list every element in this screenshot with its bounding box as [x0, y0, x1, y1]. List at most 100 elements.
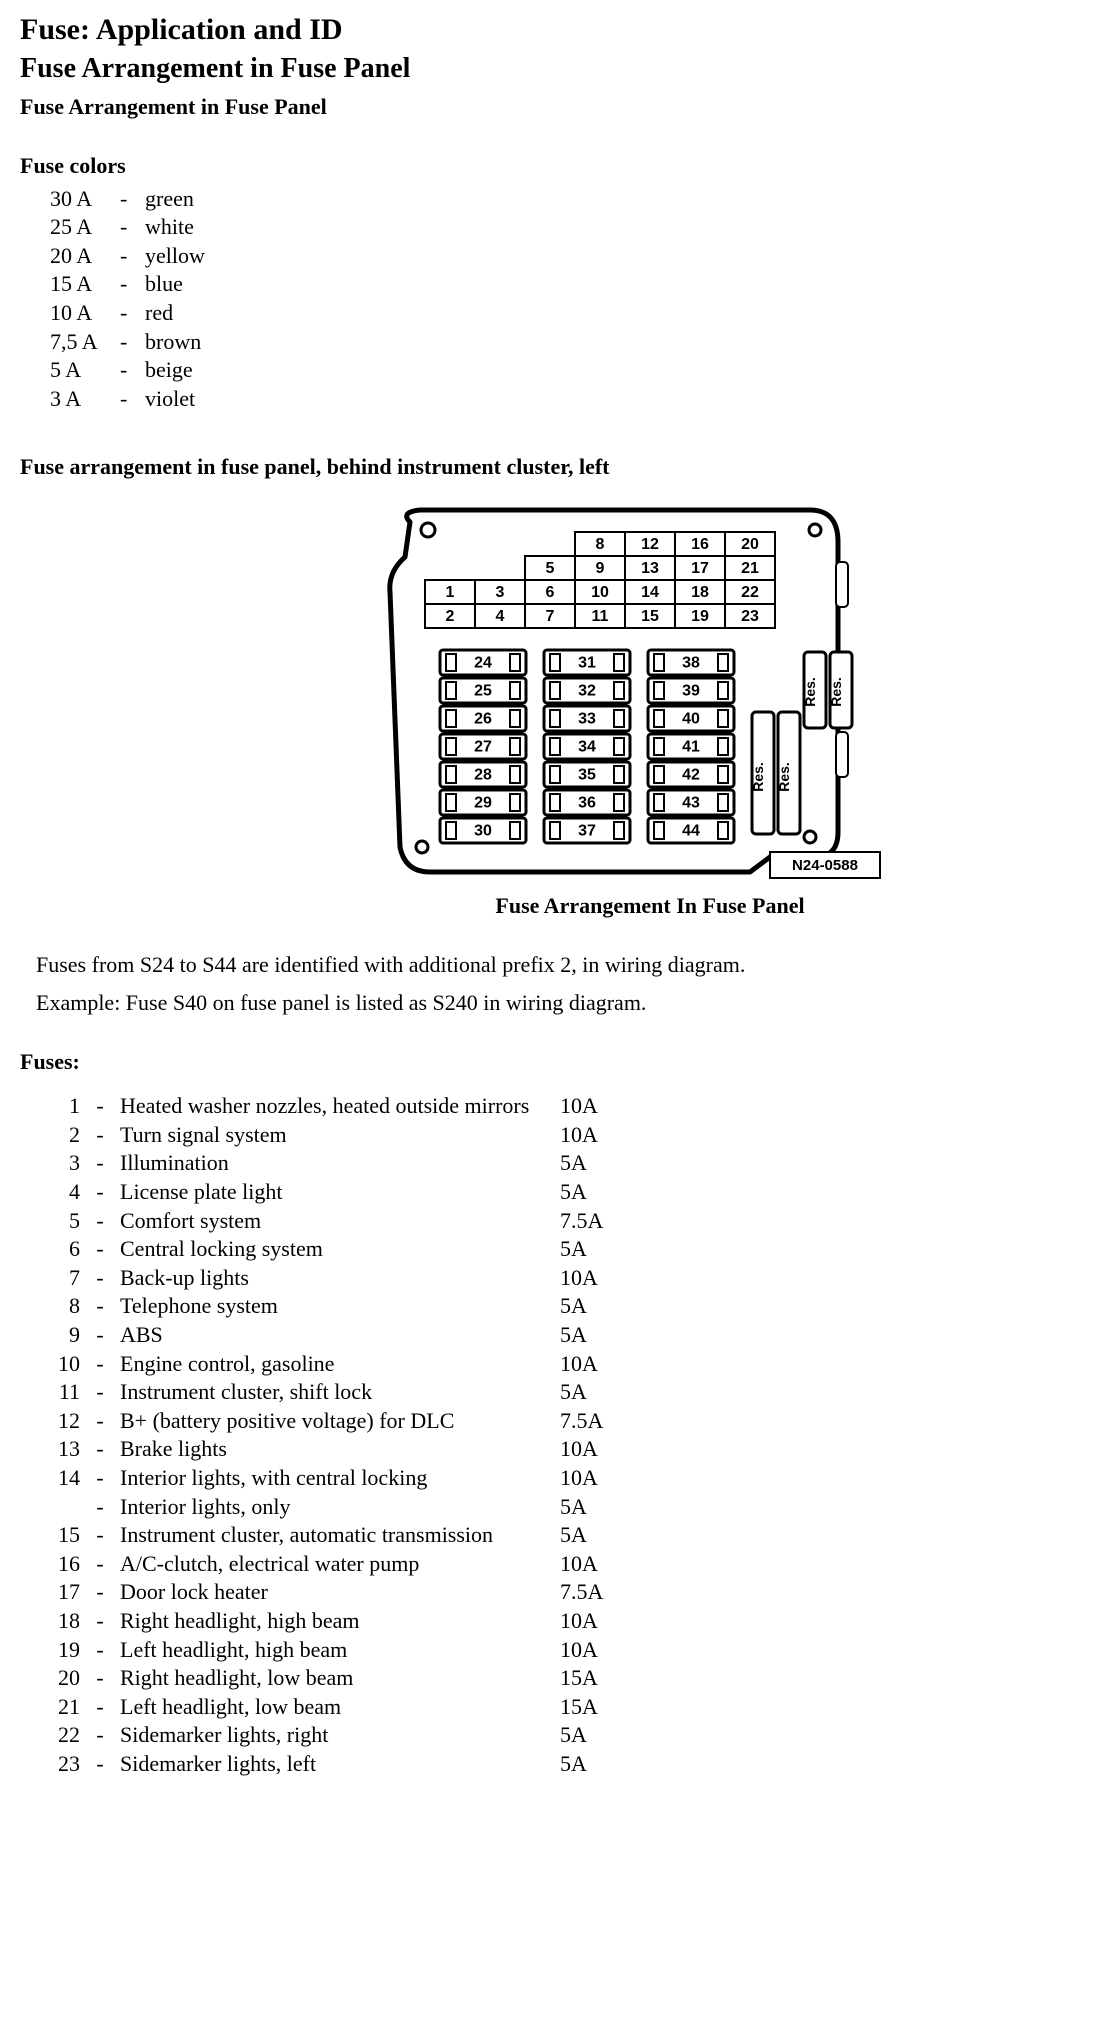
- svg-text:21: 21: [741, 560, 759, 577]
- fuse-rating: 10A: [560, 1636, 640, 1665]
- fuse-description: B+ (battery positive voltage) for DLC: [120, 1407, 560, 1436]
- fuse-row: 10-Engine control, gasoline10A: [40, 1350, 1075, 1379]
- fuse-number: 15: [40, 1521, 80, 1550]
- color-amp: 15 A: [50, 270, 120, 299]
- arrangement-heading: Fuse arrangement in fuse panel, behind i…: [20, 453, 1075, 482]
- fuse-row: 12-B+ (battery positive voltage) for DLC…: [40, 1407, 1075, 1436]
- fuse-description: Heated washer nozzles, heated outside mi…: [120, 1092, 560, 1121]
- fuse-row: 8-Telephone system5A: [40, 1292, 1075, 1321]
- fuse-number: 21: [40, 1693, 80, 1722]
- svg-text:13: 13: [641, 560, 659, 577]
- fuse-number: 18: [40, 1607, 80, 1636]
- fuse-row: 3-Illumination5A: [40, 1149, 1075, 1178]
- separator: -: [120, 270, 145, 299]
- separator: -: [80, 1435, 120, 1464]
- fuse-rating: 7.5A: [560, 1207, 640, 1236]
- color-amp: 10 A: [50, 299, 120, 328]
- page-title-1: Fuse: Application and ID: [20, 10, 1075, 49]
- svg-text:5: 5: [546, 560, 555, 577]
- fuse-rating: 5A: [560, 1521, 640, 1550]
- fuse-rating: 10A: [560, 1264, 640, 1293]
- fuse-number: 10: [40, 1350, 80, 1379]
- separator: -: [80, 1521, 120, 1550]
- color-name: green: [145, 185, 194, 214]
- fuse-row: 15-Instrument cluster, automatic transmi…: [40, 1521, 1075, 1550]
- fuse-rating: 10A: [560, 1550, 640, 1579]
- svg-text:44: 44: [682, 823, 700, 840]
- svg-text:40: 40: [682, 711, 700, 728]
- color-row: 7,5 A-brown: [50, 328, 1075, 357]
- svg-text:Res.: Res.: [750, 762, 766, 792]
- fuse-colors-table: 30 A-green25 A-white20 A-yellow15 A-blue…: [50, 185, 1075, 414]
- fuse-row: 5-Comfort system7.5A: [40, 1207, 1075, 1236]
- color-amp: 25 A: [50, 213, 120, 242]
- separator: -: [80, 1321, 120, 1350]
- separator: -: [80, 1578, 120, 1607]
- color-amp: 30 A: [50, 185, 120, 214]
- fuse-number: 1: [40, 1092, 80, 1121]
- svg-text:28: 28: [474, 767, 492, 784]
- color-name: red: [145, 299, 173, 328]
- color-row: 30 A-green: [50, 185, 1075, 214]
- fuse-number: 11: [40, 1378, 80, 1407]
- fuse-rating: 10A: [560, 1350, 640, 1379]
- fuse-row: 16-A/C-clutch, electrical water pump10A: [40, 1550, 1075, 1579]
- svg-text:29: 29: [474, 795, 492, 812]
- fuse-rating: 7.5A: [560, 1407, 640, 1436]
- separator: -: [80, 1207, 120, 1236]
- color-row: 10 A-red: [50, 299, 1075, 328]
- fuse-row: 20-Right headlight, low beam15A: [40, 1664, 1075, 1693]
- fuse-rating: 10A: [560, 1121, 640, 1150]
- fuse-rating: 5A: [560, 1378, 640, 1407]
- separator: -: [80, 1178, 120, 1207]
- separator: -: [120, 385, 145, 414]
- fuse-rating: 5A: [560, 1750, 640, 1779]
- svg-text:12: 12: [641, 536, 659, 553]
- fuse-rating: 5A: [560, 1321, 640, 1350]
- separator: -: [80, 1378, 120, 1407]
- separator: -: [80, 1235, 120, 1264]
- fuse-description: Left headlight, high beam: [120, 1636, 560, 1665]
- svg-text:N24-0588: N24-0588: [792, 857, 858, 874]
- fuse-description: Door lock heater: [120, 1578, 560, 1607]
- fuse-description: Instrument cluster, automatic transmissi…: [120, 1521, 560, 1550]
- fuse-number: 12: [40, 1407, 80, 1436]
- color-name: violet: [145, 385, 195, 414]
- color-name: beige: [145, 356, 193, 385]
- separator: -: [80, 1550, 120, 1579]
- svg-text:8: 8: [596, 536, 605, 553]
- svg-text:2: 2: [446, 608, 455, 625]
- svg-text:19: 19: [691, 608, 709, 625]
- separator: -: [80, 1607, 120, 1636]
- svg-text:33: 33: [578, 711, 596, 728]
- color-amp: 20 A: [50, 242, 120, 271]
- fuse-description: Interior lights, with central locking: [120, 1464, 560, 1493]
- fuse-description: Back-up lights: [120, 1264, 560, 1293]
- page-title-2: Fuse Arrangement in Fuse Panel: [20, 51, 1075, 87]
- svg-text:35: 35: [578, 767, 596, 784]
- fuse-row: 13-Brake lights10A: [40, 1435, 1075, 1464]
- fuse-description: Illumination: [120, 1149, 560, 1178]
- fuse-rating: 5A: [560, 1235, 640, 1264]
- fuse-rating: 7.5A: [560, 1578, 640, 1607]
- separator: -: [120, 185, 145, 214]
- fuse-panel-diagram: 1234567891011121314151617181920212223242…: [370, 502, 890, 882]
- fuse-description: Interior lights, only: [120, 1493, 560, 1522]
- color-name: brown: [145, 328, 201, 357]
- separator: -: [120, 356, 145, 385]
- fuse-row: 9-ABS5A: [40, 1321, 1075, 1350]
- fuse-rating: 10A: [560, 1092, 640, 1121]
- fuse-number: 23: [40, 1750, 80, 1779]
- fuse-description: Sidemarker lights, left: [120, 1750, 560, 1779]
- fuse-row: 2-Turn signal system10A: [40, 1121, 1075, 1150]
- fuse-description: Right headlight, high beam: [120, 1607, 560, 1636]
- fuse-description: Brake lights: [120, 1435, 560, 1464]
- fuse-rating: 10A: [560, 1607, 640, 1636]
- fuse-rating: 5A: [560, 1493, 640, 1522]
- separator: -: [120, 242, 145, 271]
- svg-text:Res.: Res.: [802, 677, 818, 707]
- fuse-description: Turn signal system: [120, 1121, 560, 1150]
- fuse-rating: 10A: [560, 1464, 640, 1493]
- fuse-description: Left headlight, low beam: [120, 1693, 560, 1722]
- separator: -: [80, 1493, 120, 1522]
